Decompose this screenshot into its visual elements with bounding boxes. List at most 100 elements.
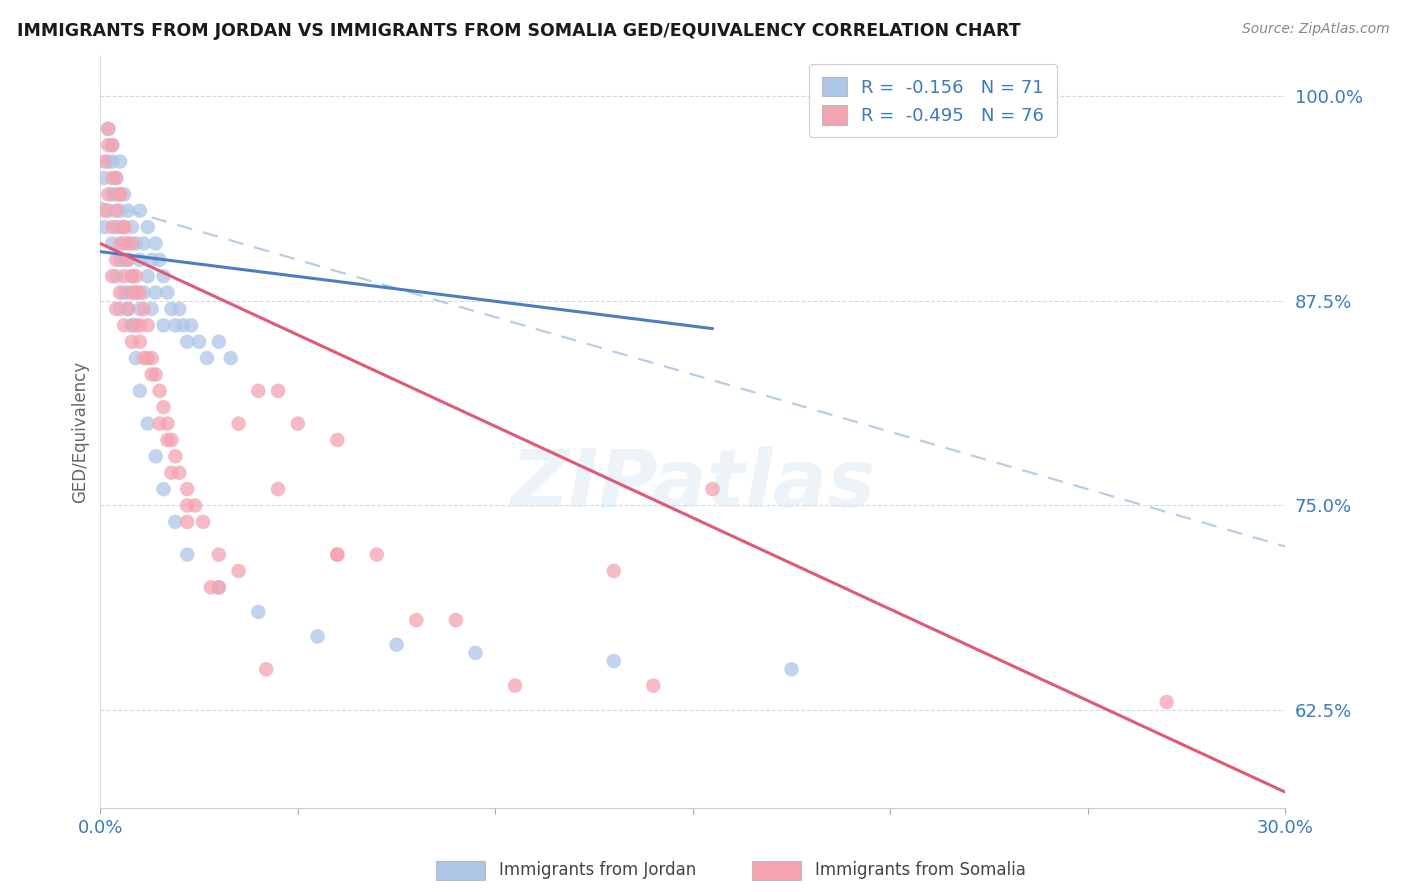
Point (105, 269, 128, 284)
Point (145, 450, 167, 464)
Point (156, 417, 179, 431)
Point (112, 318, 135, 333)
Point (160, 433, 183, 447)
Point (121, 269, 143, 284)
Point (156, 285, 179, 300)
Point (128, 203, 150, 218)
Point (287, 417, 309, 431)
Point (128, 252, 150, 267)
Point (117, 301, 139, 316)
Point (176, 334, 198, 349)
Point (108, 187, 131, 202)
Text: IMMIGRANTS FROM JORDAN VS IMMIGRANTS FROM SOMALIA GED/EQUIVALENCY CORRELATION CH: IMMIGRANTS FROM JORDAN VS IMMIGRANTS FRO… (17, 22, 1021, 40)
Point (105, 187, 128, 202)
Point (121, 220, 143, 235)
Point (780, 662, 803, 676)
Point (165, 318, 187, 333)
Point (160, 301, 183, 316)
Point (136, 351, 159, 365)
Point (97, 154, 120, 169)
Point (101, 138, 124, 153)
Point (101, 187, 124, 202)
Point (105, 252, 128, 267)
Text: Immigrants from Somalia: Immigrants from Somalia (815, 861, 1026, 880)
Point (97, 138, 120, 153)
Point (200, 580, 222, 594)
Point (152, 401, 174, 415)
Text: Immigrants from Jordan: Immigrants from Jordan (499, 861, 696, 880)
Point (117, 252, 139, 267)
Point (149, 384, 172, 398)
Point (385, 638, 408, 652)
Point (136, 417, 159, 431)
Point (108, 252, 131, 267)
Point (117, 285, 139, 300)
Point (169, 301, 191, 316)
Point (121, 318, 143, 333)
Point (121, 285, 143, 300)
Point (444, 613, 467, 627)
Point (603, 654, 626, 668)
Point (176, 548, 198, 562)
Point (191, 515, 214, 529)
Point (117, 203, 139, 218)
Point (267, 384, 290, 398)
Point (112, 236, 135, 251)
Point (141, 368, 163, 382)
Point (136, 220, 159, 235)
Point (503, 679, 526, 693)
Point (112, 187, 135, 202)
Point (108, 236, 131, 251)
Point (267, 482, 290, 496)
Point (219, 351, 242, 365)
Point (156, 433, 179, 447)
Point (101, 138, 124, 153)
Point (208, 334, 231, 349)
Point (101, 171, 124, 186)
Point (121, 269, 143, 284)
Point (145, 285, 167, 300)
Point (105, 220, 128, 235)
Point (121, 236, 143, 251)
Point (145, 368, 167, 382)
Point (195, 351, 218, 365)
Point (326, 433, 349, 447)
Point (117, 236, 139, 251)
Point (112, 220, 135, 235)
Point (112, 220, 135, 235)
Point (97, 187, 120, 202)
Point (188, 334, 211, 349)
Point (136, 269, 159, 284)
Point (208, 548, 231, 562)
Point (307, 630, 329, 644)
Point (97, 121, 120, 136)
Point (112, 269, 135, 284)
Point (152, 482, 174, 496)
Point (112, 252, 135, 267)
Point (176, 499, 198, 513)
Point (149, 252, 172, 267)
Text: Source: ZipAtlas.com: Source: ZipAtlas.com (1241, 22, 1389, 37)
Point (128, 318, 150, 333)
Point (176, 482, 198, 496)
Point (125, 269, 148, 284)
Point (108, 301, 131, 316)
Point (105, 171, 128, 186)
Point (101, 269, 124, 284)
Point (145, 236, 167, 251)
Point (405, 613, 427, 627)
Point (125, 285, 148, 300)
Point (165, 515, 187, 529)
Point (165, 450, 187, 464)
Point (136, 318, 159, 333)
Point (254, 662, 277, 676)
Point (101, 220, 124, 235)
Point (97, 203, 120, 218)
Point (702, 482, 724, 496)
Point (108, 285, 131, 300)
Point (97, 121, 120, 136)
Point (176, 515, 198, 529)
Point (117, 301, 139, 316)
Point (121, 334, 143, 349)
Point (169, 466, 191, 480)
